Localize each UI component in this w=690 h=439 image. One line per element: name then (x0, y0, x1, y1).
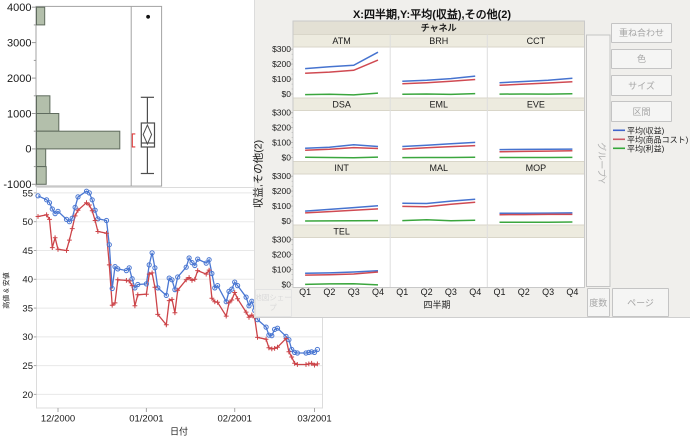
svg-text:CCT: CCT (527, 36, 546, 46)
svg-text:$200: $200 (272, 249, 291, 259)
svg-text:Q1: Q1 (493, 287, 505, 297)
svg-text:Q2: Q2 (518, 287, 530, 297)
svg-text:INT: INT (334, 163, 349, 173)
svg-text:50: 50 (22, 217, 33, 228)
svg-text:0: 0 (25, 144, 31, 156)
svg-text:Q1: Q1 (396, 287, 408, 297)
svg-text:Q2: Q2 (323, 287, 335, 297)
svg-text:Q3: Q3 (542, 287, 554, 297)
svg-text:45: 45 (22, 246, 33, 257)
svg-text:$100: $100 (272, 74, 291, 84)
svg-text:01/2001: 01/2001 (129, 414, 163, 425)
svg-text:Q4: Q4 (469, 287, 481, 297)
svg-text:25: 25 (22, 361, 33, 372)
svg-text:EVE: EVE (527, 100, 545, 110)
svg-text:$300: $300 (272, 44, 291, 54)
svg-text:平均(商品コスト): 平均(商品コスト) (627, 134, 689, 144)
svg-text:$0: $0 (282, 89, 292, 99)
svg-text:四半期: 四半期 (423, 299, 450, 310)
svg-text:$100: $100 (272, 264, 291, 274)
svg-text:TEL: TEL (333, 227, 350, 237)
svg-text:MAL: MAL (430, 163, 449, 173)
svg-text:02/2001: 02/2001 (218, 414, 252, 425)
svg-text:Q1: Q1 (299, 287, 311, 297)
svg-text:チャネル: チャネル (421, 23, 457, 33)
svg-text:$0: $0 (282, 279, 292, 289)
svg-text:30: 30 (22, 332, 33, 343)
svg-text:MOP: MOP (526, 163, 547, 173)
svg-text:Q3: Q3 (445, 287, 457, 297)
svg-text:12/2000: 12/2000 (41, 414, 75, 425)
svg-text:$300: $300 (272, 108, 291, 118)
svg-text:$100: $100 (272, 201, 291, 211)
svg-text:$200: $200 (272, 186, 291, 196)
svg-text:$100: $100 (272, 137, 291, 147)
svg-text:Q2: Q2 (421, 287, 433, 297)
svg-text:Q4: Q4 (372, 287, 384, 297)
svg-text:1000: 1000 (7, 108, 31, 120)
svg-text:35: 35 (22, 304, 33, 315)
svg-text:$0: $0 (282, 152, 292, 162)
svg-text:2000: 2000 (7, 73, 31, 85)
svg-text:DSA: DSA (332, 100, 351, 110)
svg-text:03/2001: 03/2001 (297, 414, 331, 425)
svg-text:EML: EML (430, 100, 449, 110)
svg-text:日付: 日付 (170, 427, 188, 437)
svg-text:55: 55 (22, 188, 33, 199)
svg-text:40: 40 (22, 275, 33, 286)
svg-text:BRH: BRH (429, 36, 448, 46)
svg-text:Q4: Q4 (566, 287, 578, 297)
svg-text:-1000: -1000 (3, 179, 31, 191)
svg-text:収益,その他(2): 収益,その他(2) (252, 140, 265, 208)
svg-text:グループY: グループY (597, 142, 608, 183)
svg-text:$200: $200 (272, 122, 291, 132)
svg-text:平均(利益): 平均(利益) (627, 143, 665, 153)
svg-text:ATM: ATM (332, 36, 350, 46)
svg-text:20: 20 (22, 390, 33, 401)
svg-text:$300: $300 (272, 235, 291, 245)
svg-text:4000: 4000 (7, 2, 31, 14)
svg-text:$300: $300 (272, 171, 291, 181)
svg-text:$0: $0 (282, 216, 292, 226)
svg-text:高値 & 安値: 高値 & 安値 (2, 272, 11, 309)
svg-text:$200: $200 (272, 59, 291, 69)
svg-text:Q3: Q3 (348, 287, 360, 297)
svg-text:平均(収益): 平均(収益) (627, 125, 665, 135)
svg-text:3000: 3000 (7, 37, 31, 49)
